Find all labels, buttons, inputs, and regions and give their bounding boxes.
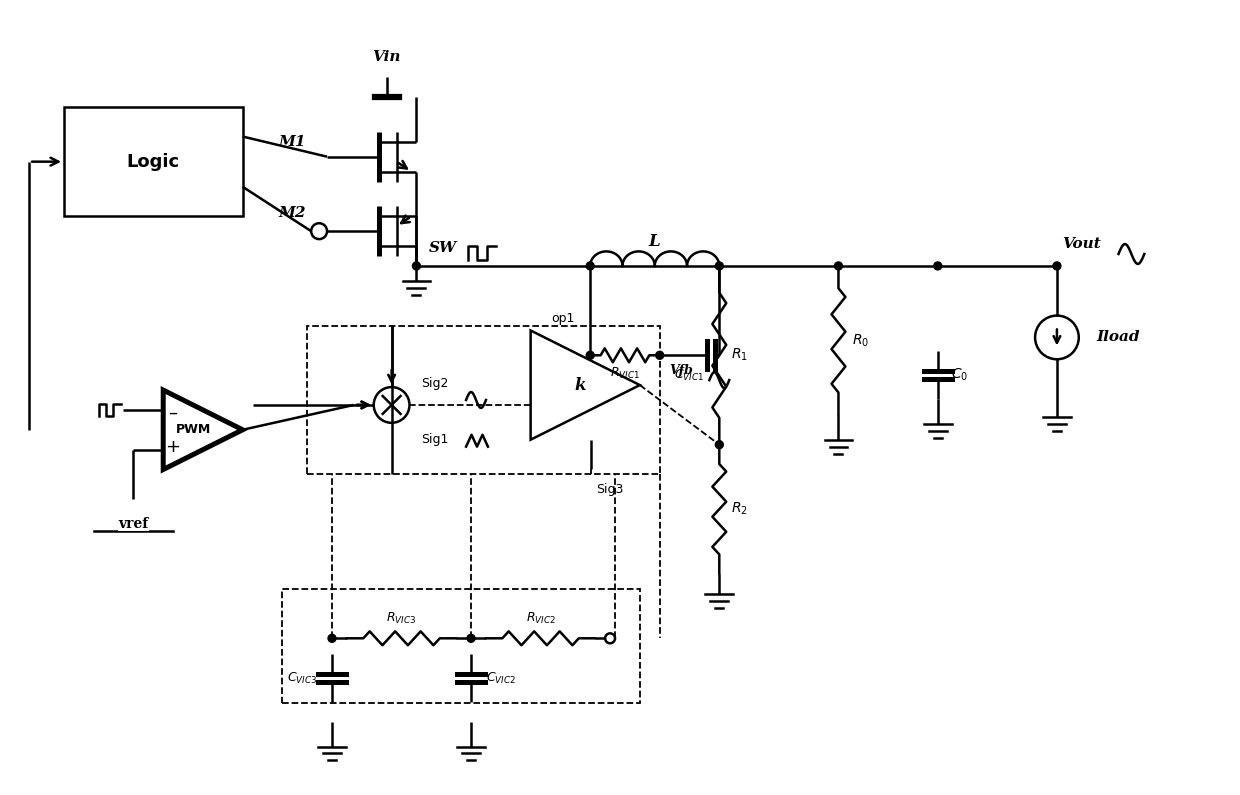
Text: $R_2$: $R_2$ bbox=[730, 501, 748, 518]
Circle shape bbox=[835, 262, 842, 270]
Text: $R_0$: $R_0$ bbox=[852, 332, 869, 348]
Text: L: L bbox=[649, 233, 661, 250]
Text: Sig2: Sig2 bbox=[422, 377, 449, 390]
Text: vref: vref bbox=[118, 518, 149, 531]
Circle shape bbox=[715, 262, 723, 270]
Circle shape bbox=[413, 262, 420, 270]
Text: $R_{VIC1}$: $R_{VIC1}$ bbox=[610, 366, 640, 381]
Text: $C_{VIC2}$: $C_{VIC2}$ bbox=[486, 670, 516, 685]
Text: SW: SW bbox=[428, 241, 456, 255]
Bar bbox=[64, 107, 243, 216]
Text: +: + bbox=[165, 438, 180, 456]
Circle shape bbox=[656, 351, 663, 359]
Text: Sig1: Sig1 bbox=[422, 433, 449, 446]
Text: Sig3: Sig3 bbox=[595, 483, 622, 496]
Bar bbox=[283, 588, 640, 703]
Text: $C_{VIC3}$: $C_{VIC3}$ bbox=[288, 670, 317, 685]
Text: M1: M1 bbox=[279, 135, 306, 149]
Circle shape bbox=[329, 634, 336, 642]
Text: Vin: Vin bbox=[372, 50, 401, 64]
Text: op1: op1 bbox=[552, 312, 575, 325]
Text: $C_0$: $C_0$ bbox=[951, 367, 968, 383]
Text: PWM: PWM bbox=[176, 423, 211, 436]
Text: k: k bbox=[574, 377, 585, 394]
Text: M2: M2 bbox=[279, 206, 306, 220]
Text: $R_{VIC3}$: $R_{VIC3}$ bbox=[387, 611, 417, 626]
Text: –: – bbox=[169, 403, 177, 421]
Circle shape bbox=[934, 262, 941, 270]
Bar bbox=[308, 325, 660, 475]
Text: Vfb: Vfb bbox=[670, 363, 693, 377]
Circle shape bbox=[1053, 262, 1061, 270]
Text: Logic: Logic bbox=[126, 153, 180, 171]
Circle shape bbox=[605, 634, 615, 643]
Text: Iload: Iload bbox=[1096, 331, 1140, 344]
Circle shape bbox=[311, 223, 327, 239]
Circle shape bbox=[467, 634, 475, 642]
Text: Vout: Vout bbox=[1061, 237, 1101, 251]
Text: $R_1$: $R_1$ bbox=[730, 347, 748, 363]
Text: $R_{VIC2}$: $R_{VIC2}$ bbox=[526, 611, 556, 626]
Text: $C_{VIC1}$: $C_{VIC1}$ bbox=[675, 367, 704, 382]
Circle shape bbox=[587, 262, 594, 270]
Circle shape bbox=[587, 351, 594, 359]
Circle shape bbox=[715, 440, 723, 448]
